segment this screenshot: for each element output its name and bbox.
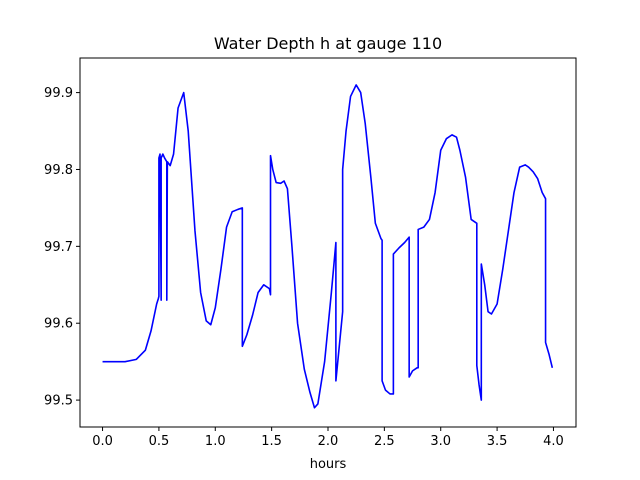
y-tick-label: 99.8: [44, 163, 73, 178]
y-tick-label: 99.7: [44, 240, 73, 255]
chart-title: Water Depth h at gauge 110: [214, 34, 442, 53]
x-axis-label: hours: [310, 457, 347, 472]
x-tick-label: 4.0: [543, 434, 564, 449]
x-tick-label: 1.5: [261, 434, 282, 449]
y-tick-label: 99.9: [44, 86, 73, 101]
plot-area: [102, 84, 554, 409]
x-tick-label: 2.0: [318, 434, 339, 449]
x-tick-label: 1.0: [205, 434, 226, 449]
y-tick-label: 99.5: [44, 394, 73, 409]
x-tick-label: 3.5: [487, 434, 508, 449]
series-line-0: [102, 84, 554, 409]
x-tick-label: 0.0: [92, 434, 113, 449]
y-axis: 99.5 99.6 99.7 99.8 99.9: [44, 86, 80, 409]
x-tick-label: 2.5: [374, 434, 395, 449]
y-tick-label: 99.6: [44, 317, 73, 332]
x-tick-label: 3.0: [430, 434, 451, 449]
x-tick-label: 0.5: [149, 434, 170, 449]
x-axis: 0.0 0.5 1.0 1.5 2.0 2.5 3.0 3.5 4.0: [92, 427, 564, 449]
